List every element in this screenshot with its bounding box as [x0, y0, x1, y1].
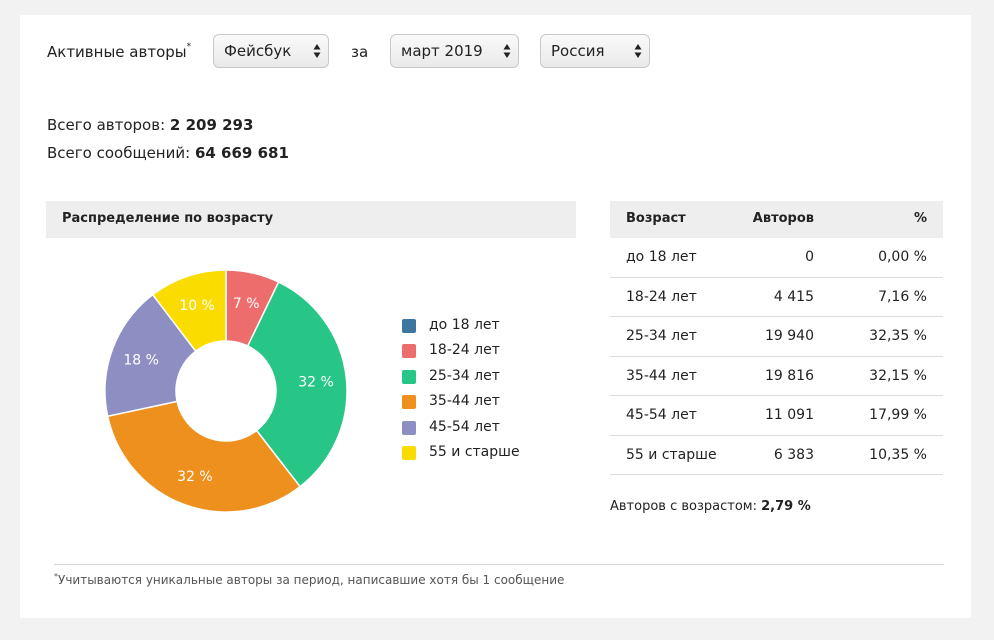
table-row: 25-34 лет 19 940 32,35 % [610, 317, 943, 357]
select-arrows-icon [634, 44, 642, 58]
cell-percent: 32,15 % [869, 367, 927, 384]
cell-authors: 19 940 [765, 328, 814, 344]
table-row: 45-54 лет 11 091 17,99 % [610, 396, 943, 436]
age-distribution-header: Распределение по возрасту [46, 201, 576, 238]
cell-authors: 0 [805, 249, 814, 265]
legend-label: 55 и старше [429, 443, 520, 460]
cell-age: 35-44 лет [626, 367, 697, 384]
legend-swatch [402, 445, 416, 460]
cell-percent: 7,16 % [878, 288, 927, 305]
legend-label: 18-24 лет [429, 342, 500, 359]
cell-authors: 4 415 [773, 288, 814, 305]
legend-swatch [402, 319, 416, 333]
donut-slice-4 [104, 293, 197, 418]
age-table: Возраст Авторов % до 18 лет 0 0,00 % 18-… [610, 201, 943, 475]
donut-slice-5 [151, 269, 227, 353]
cell-age: до 18 лет [626, 249, 697, 265]
period-prefix-label: за [351, 43, 369, 61]
donut-data-label: 7 % [233, 296, 260, 312]
select-arrows-icon [313, 44, 321, 58]
cell-percent: 17,99 % [869, 407, 927, 423]
legend-label: 45-54 лет [429, 418, 500, 435]
col-header-authors: Авторов [752, 211, 814, 226]
period-select[interactable]: март 2019 [390, 34, 519, 68]
col-header-age: Возраст [626, 211, 686, 226]
cell-authors: 11 091 [765, 407, 814, 423]
footnote-divider [54, 564, 944, 565]
legend-swatch [402, 420, 416, 435]
cell-percent: 10,35 % [869, 446, 927, 463]
cell-percent: 0,00 % [878, 249, 927, 265]
col-header-percent: % [913, 211, 927, 226]
network-select[interactable]: Фейсбук [213, 34, 329, 68]
legend-label: 35-44 лет [429, 393, 500, 410]
legend-label: до 18 лет [429, 317, 500, 333]
network-select-value: Фейсбук [224, 42, 292, 60]
legend-swatch [402, 344, 416, 359]
total-messages: Всего сообщений: 64 669 681 [47, 144, 289, 162]
cell-age: 45-54 лет [626, 407, 697, 423]
legend-swatch [402, 369, 416, 384]
cell-percent: 32,35 % [869, 328, 927, 344]
cell-age: 55 и старше [626, 446, 717, 463]
cell-age: 25-34 лет [626, 328, 697, 344]
cell-authors: 6 383 [773, 446, 814, 463]
donut-slice-3 [106, 400, 302, 513]
stats-card: Активные авторы* Фейсбук за март 2019 Ро… [20, 15, 971, 618]
table-row: до 18 лет 0 0,00 % [610, 238, 943, 278]
age-distribution-title: Распределение по возрасту [62, 211, 274, 226]
totals-block: Всего авторов: 2 209 293 Всего сообщений… [47, 111, 289, 167]
donut-data-label: 32 % [298, 375, 334, 391]
donut-data-label: 10 % [179, 298, 215, 314]
donut-data-label: 18 % [123, 353, 159, 369]
cell-authors: 19 816 [765, 367, 814, 384]
donut-slice-2 [246, 281, 348, 488]
table-row: 55 и старше 6 383 10,35 % [610, 436, 943, 475]
table-row: 18-24 лет 4 415 7,16 % [610, 278, 943, 317]
active-authors-label: Активные авторы* [47, 42, 192, 61]
region-select[interactable]: Россия [540, 34, 650, 68]
legend-label: 25-34 лет [429, 367, 500, 384]
table-row: 35-44 лет 19 816 32,15 % [610, 357, 943, 396]
select-arrows-icon [503, 44, 511, 58]
region-select-value: Россия [551, 42, 605, 60]
authors-with-age: Авторов с возрастом: 2,79 % [610, 499, 811, 514]
total-authors: Всего авторов: 2 209 293 [47, 116, 254, 134]
age-donut-chart: 7 % 32 % 32 % 18 % 10 % [104, 269, 348, 513]
table-header: Возраст Авторов % [610, 201, 943, 238]
legend-swatch [402, 395, 416, 410]
donut-data-label: 32 % [177, 469, 213, 485]
footnote: *Учитываются уникальные авторы за период… [54, 572, 565, 587]
cell-age: 18-24 лет [626, 288, 697, 305]
period-select-value: март 2019 [401, 42, 483, 60]
